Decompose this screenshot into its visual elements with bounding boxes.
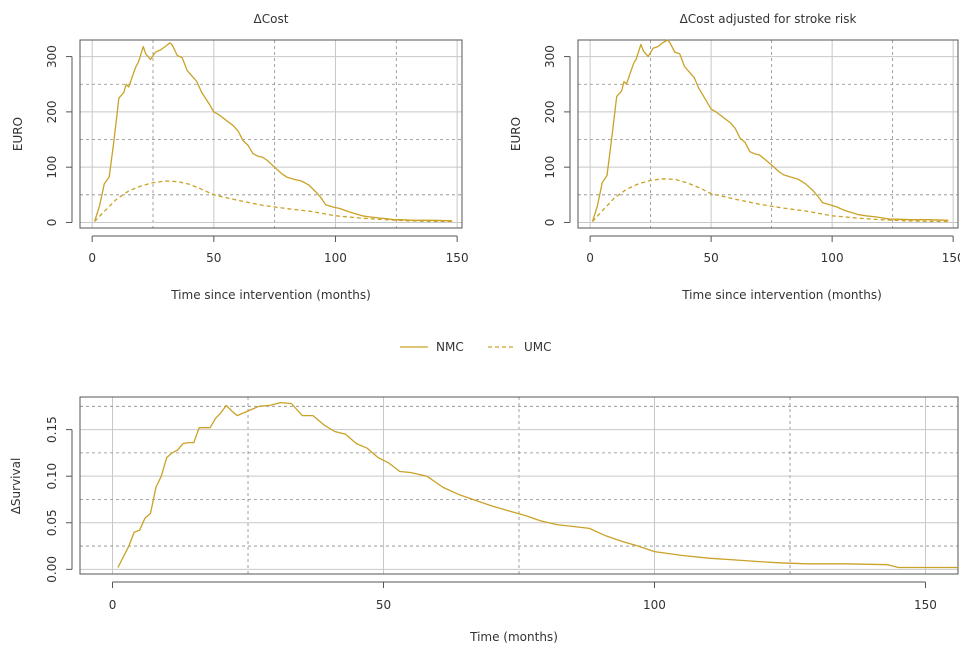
chart-cost-frame xyxy=(79,39,463,229)
cost-adjusted-y-tick-label-3: 300 xyxy=(543,45,557,68)
cost-adjusted-x-tick-label-0: 0 xyxy=(586,251,594,265)
cost-y-tick-label-2: 200 xyxy=(45,100,59,123)
chart-survival-x-axis: 0 50 100 150 xyxy=(109,581,937,612)
cost-adjusted-y-tick-label-2: 200 xyxy=(543,100,557,123)
chart-cost-xlabel: Time since intervention (months) xyxy=(170,288,371,302)
chart-cost-adjusted-frame xyxy=(577,39,959,229)
cost-y-tick-label-0: 0 xyxy=(45,219,59,227)
cost-x-tick-label-0: 0 xyxy=(88,251,96,265)
chart-cost-adjusted-ylabel: EURO xyxy=(509,117,523,151)
legend-label-umc: UMC xyxy=(524,340,552,354)
chart-survival-ylabel: ΔSurvival xyxy=(9,458,23,515)
chart-survival-frame xyxy=(79,396,959,575)
survival-y-tick-label-3: 0.15 xyxy=(45,416,59,443)
chart-survival: 0 50 100 150 0.00 0.05 0.10 0.15 Time (months)… xyxy=(9,396,959,644)
chart-cost: ΔCost 0 50 100 150 0 100 200 300 Time since in… xyxy=(11,12,469,302)
chart-cost-adjusted: ΔCost adjusted for stroke risk 0 50 100 15 0… xyxy=(509,12,960,302)
legend: NMC UMC xyxy=(400,340,552,354)
chart-cost-adjusted-xlabel: Time since intervention (months) xyxy=(681,288,882,302)
chart-survival-y-axis: 0.00 0.05 0.10 0.15 xyxy=(45,416,73,583)
cost-x-tick-label-1: 50 xyxy=(206,251,221,265)
chart-cost-adjusted-grid xyxy=(578,40,958,228)
chart-cost-adjusted-y-axis: 0 100 200 300 xyxy=(543,45,571,227)
cost-x-tick-label-3: 150 xyxy=(446,251,469,265)
legend-label-nmc: NMC xyxy=(436,340,464,354)
chart-cost-ylabel: EURO xyxy=(11,117,25,151)
chart-cost-y-axis: 0 100 200 300 xyxy=(45,45,73,227)
chart-cost-x-axis: 0 50 100 150 xyxy=(88,235,469,265)
cost-adjusted-x-tick-label-1: 50 xyxy=(703,251,718,265)
chart-cost-grid xyxy=(80,40,462,228)
cost-adjusted-y-tick-label-1: 100 xyxy=(543,156,557,179)
chart-cost-adjusted-title: ΔCost adjusted for stroke risk xyxy=(680,12,857,26)
survival-x-tick-label-2: 100 xyxy=(643,598,666,612)
survival-x-tick-label-0: 0 xyxy=(109,598,117,612)
survival-x-tick-label-1: 50 xyxy=(376,598,391,612)
chart-survival-grid xyxy=(80,397,958,574)
survival-y-tick-label-2: 0.10 xyxy=(45,463,59,490)
survival-y-tick-label-1: 0.05 xyxy=(45,509,59,536)
cost-y-tick-label-3: 300 xyxy=(45,45,59,68)
chart-cost-series xyxy=(93,42,453,223)
survival-series-nmc xyxy=(117,401,958,569)
cost-adjusted-series-umc xyxy=(592,178,949,223)
chart-survival-series xyxy=(117,401,958,569)
chart-cost-adjusted-series xyxy=(591,39,949,223)
cost-x-tick-label-2: 100 xyxy=(324,251,347,265)
cost-adjusted-series-nmc xyxy=(591,39,949,222)
survival-x-tick-label-3: 150 xyxy=(914,598,937,612)
cost-series-nmc xyxy=(93,42,453,222)
cost-series-umc xyxy=(94,180,453,223)
chart-cost-title: ΔCost xyxy=(254,12,289,26)
cost-adjusted-x-tick-label-2: 100 xyxy=(821,251,844,265)
cost-adjusted-x-tick-label-3: 150 xyxy=(942,251,960,265)
chart-survival-xlabel: Time (months) xyxy=(469,630,558,644)
survival-y-tick-label-0: 0.00 xyxy=(45,556,59,583)
chart-cost-adjusted-x-axis: 0 50 100 150 xyxy=(586,235,960,265)
cost-adjusted-y-tick-label-0: 0 xyxy=(543,219,557,227)
cost-y-tick-label-1: 100 xyxy=(45,156,59,179)
